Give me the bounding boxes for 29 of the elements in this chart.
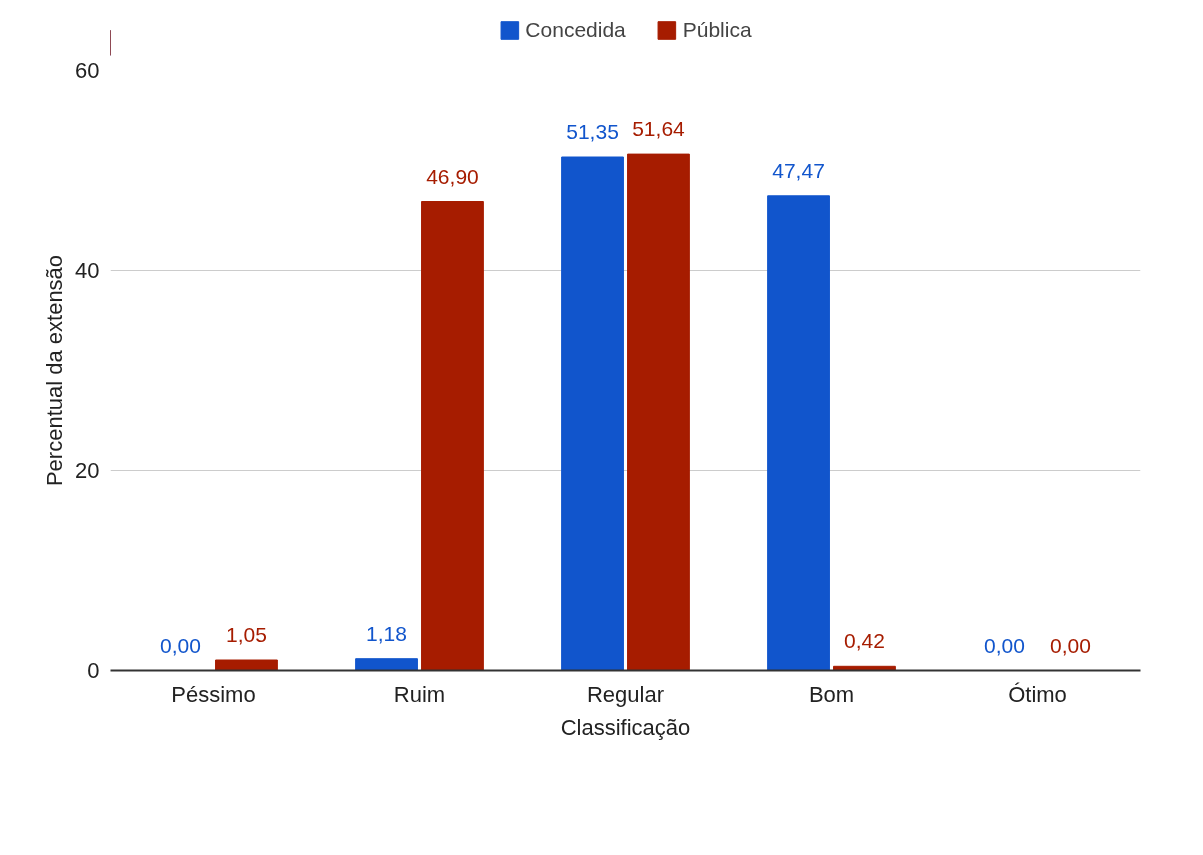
bar <box>561 156 624 671</box>
y-axis-title: Percentual da extensão <box>42 254 68 487</box>
data-label: 47,47 <box>772 158 825 182</box>
y-tick-label: 40 <box>75 258 100 283</box>
data-label: 1,18 <box>366 621 407 645</box>
x-tick-label: Bom <box>808 681 855 707</box>
data-label: 0,00 <box>160 633 201 657</box>
x-axis-title: Classificação <box>560 714 691 740</box>
bar <box>215 659 278 671</box>
data-label: 0,00 <box>984 633 1025 657</box>
x-tick-label: Ruim <box>393 681 446 707</box>
y-tick-label: 0 <box>87 658 100 683</box>
y-tick-label: 20 <box>75 458 100 483</box>
data-label: 1,05 <box>226 623 267 646</box>
data-label: 51,64 <box>632 117 686 141</box>
bar <box>355 658 418 671</box>
y-tick-label: 60 <box>75 58 100 83</box>
bar <box>627 153 690 671</box>
bar <box>421 201 484 671</box>
x-tick-label: Péssimo <box>171 681 256 707</box>
data-label: 0,42 <box>844 629 885 653</box>
x-tick-label: Regular <box>586 681 665 707</box>
data-label: 46,90 <box>426 164 479 188</box>
data-label: 51,35 <box>566 120 619 143</box>
data-label: 0,00 <box>1050 633 1091 657</box>
legend-label: Concedida <box>525 18 626 42</box>
x-tick-label: Ótimo <box>1008 681 1067 707</box>
legend-label: Pública <box>682 18 752 42</box>
bar <box>767 195 830 671</box>
